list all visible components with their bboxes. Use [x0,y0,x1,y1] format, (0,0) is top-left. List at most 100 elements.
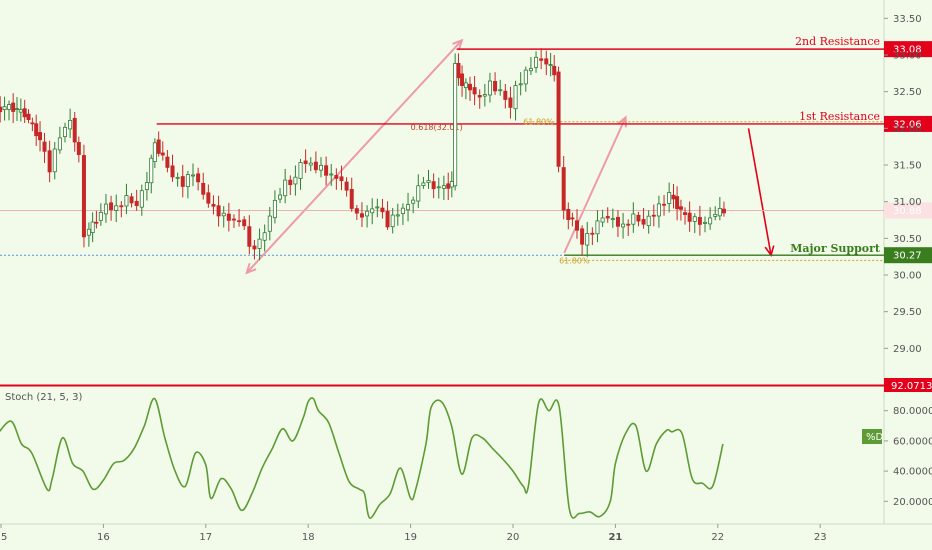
candle-body [267,215,272,232]
candle-body [149,157,154,184]
candle-body [252,245,257,250]
candle-body [721,208,726,214]
candle-body [318,164,323,171]
stoch-tick-label: 20.0000 [893,497,932,508]
candle-body [42,141,47,152]
stoch-tick-label: 40.0000 [893,467,932,478]
price-badge-label: 33.08 [893,45,922,56]
price-badge [884,247,932,264]
candle-body [463,82,468,89]
price-tick-label: 29.50 [893,307,922,318]
candle-body [257,238,262,249]
candle-body [697,217,702,225]
candle-body [206,192,211,204]
candle-body [671,194,676,200]
candle-body [22,108,27,118]
candle-body [103,203,108,215]
candle-body [119,205,124,208]
stoch-tick-label: 60.0000 [893,436,932,447]
candle-body [344,181,349,191]
candle-body [390,214,395,228]
candle-body [288,179,293,186]
candle-body [713,213,718,217]
candle-body [631,213,636,225]
candle-body [498,89,503,92]
day-tick-label: 17 [199,532,212,543]
candle-body [313,161,318,171]
trend-arrow-head [245,262,257,275]
candle-body [570,217,575,220]
arrow-layer [245,38,775,275]
candle-body [160,152,165,156]
level-name-label: Major Support [790,242,881,255]
day-tick-label: 20 [507,532,520,543]
candle-body [508,97,513,108]
price-tick-label: 32.50 [893,87,922,98]
axis-layer: 33.50 33.00 32.50 32.00 31.50 31.00 30.50 30.00… [0,14,922,543]
candle-body [349,188,354,209]
candle-body [170,165,175,178]
candle-body [201,182,206,195]
candle-body [615,216,620,227]
candle-body [692,216,697,222]
candle-body [370,208,375,214]
trend-arrow-line [563,116,627,254]
stoch-title: Stoch (21, 5, 3) [5,392,82,403]
candle-body [196,173,201,183]
day-tick-label: 18 [302,532,315,543]
candle-body [566,208,571,221]
trend-arrow-line [747,128,772,256]
candle-body [334,175,339,179]
price-badge-label: 30.27 [893,251,922,262]
candle-body [441,185,446,189]
candle-body [708,217,713,225]
stoch-series-line [0,397,724,519]
candle-body [539,58,544,61]
level-layer: 2nd Resistance 33.08 1st Resistance 32.06 Ma… [0,35,932,265]
candle-body [38,132,43,141]
candle-body [556,71,561,167]
candle-body [646,215,651,227]
stoch-top-badge-label: 92.0713 [891,381,932,392]
price-tick-label: 33.50 [893,14,922,25]
candle-body [585,233,590,246]
day-tick-label: 23 [814,532,827,543]
candle-body [68,119,73,130]
price-badge [884,115,932,132]
price-tick-label: 32.00 [893,124,922,135]
candle-body [460,73,465,86]
day-tick-label: 22 [711,532,724,543]
candle-body [247,226,252,247]
candle-body [283,179,288,197]
candle-body [493,80,498,92]
candle-body [651,214,656,217]
candle-body [717,207,722,217]
candle-body [114,205,119,211]
candle-body [26,113,31,120]
candle-body [395,214,400,217]
candle-body [7,104,12,110]
candle-body [552,65,557,76]
candle-body [534,56,539,68]
candle-body [406,204,411,211]
candle-body [262,232,267,241]
candle-body [411,199,416,204]
candle-body [303,160,308,164]
candle-body [503,90,508,100]
candle-body [446,183,451,189]
candle-body [544,58,549,65]
candle-body [580,228,585,245]
candle-body [185,174,190,187]
candle-body [221,212,226,217]
stoch-layer: 92.0713 80.0000 60.0000 40.0000 20.0000 %D [0,378,932,519]
price-tick-label: 31.50 [893,161,922,172]
fib-label: 61.80% [559,256,590,265]
candle-body [453,63,458,187]
candle-body [400,207,405,214]
candle-body [575,220,580,231]
candle-body [329,173,334,176]
candle-body [595,220,600,235]
price-badge [884,202,932,219]
candle-body [354,208,359,214]
candle-body [667,192,672,204]
